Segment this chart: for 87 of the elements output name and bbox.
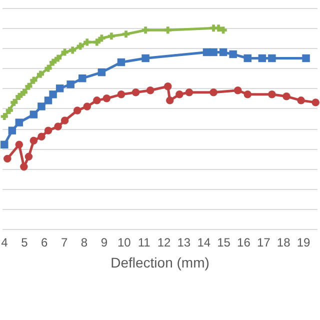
point (210, 48, 218, 56)
point (50, 58, 57, 66)
point (66, 80, 74, 88)
point (15, 140, 24, 148)
point (8, 126, 16, 134)
point (210, 88, 218, 96)
point (0, 112, 8, 120)
point (164, 26, 172, 34)
point (6, 106, 13, 114)
point (117, 58, 126, 66)
x-tick-label: 13 (177, 236, 191, 250)
point (10, 98, 18, 106)
point (16, 92, 23, 100)
x-tick-label: 18 (276, 236, 291, 250)
point (38, 102, 46, 110)
point (258, 54, 266, 62)
point (56, 84, 64, 92)
point (44, 96, 52, 104)
point (176, 90, 184, 98)
point (98, 34, 106, 42)
point (282, 92, 290, 100)
x-tick-label: 11 (138, 236, 151, 250)
x-tick-label: 16 (237, 236, 251, 250)
point (54, 54, 62, 62)
x-tick-label: 8 (80, 236, 88, 250)
point (297, 96, 305, 104)
x-tick-label: 17 (256, 236, 271, 250)
point (244, 54, 252, 62)
x-tick-label: 15 (217, 236, 231, 250)
point (73, 106, 82, 114)
point (117, 90, 126, 98)
x-tick-label: 5 (21, 236, 28, 250)
point (38, 132, 46, 140)
point (83, 102, 92, 110)
point (214, 24, 222, 32)
point (20, 88, 28, 96)
point (20, 162, 28, 171)
point (234, 86, 242, 94)
point (24, 152, 33, 161)
point (142, 26, 150, 34)
point (268, 54, 276, 62)
point (44, 126, 52, 134)
point (146, 86, 154, 94)
point (229, 50, 237, 58)
point (220, 26, 227, 34)
point (102, 94, 111, 102)
point (49, 90, 57, 98)
point (132, 88, 140, 96)
point (312, 98, 320, 106)
point (84, 38, 91, 46)
x-axis-title: Deflection (mm) (110, 254, 210, 270)
point (93, 96, 101, 104)
x-tick-label: 10 (117, 236, 132, 250)
point (108, 32, 115, 40)
x-tick-label: 12 (157, 236, 171, 250)
point (54, 122, 62, 130)
point (0, 140, 8, 148)
point (30, 110, 38, 118)
point (244, 90, 252, 98)
x-tick-label: 19 (296, 236, 311, 250)
point (98, 68, 106, 76)
x-tick-label: 6 (41, 236, 48, 250)
x-tick-label: 7 (60, 236, 68, 250)
point (142, 54, 150, 62)
point (76, 42, 84, 50)
point (164, 82, 172, 90)
point (15, 118, 24, 126)
point (25, 82, 32, 90)
point (93, 38, 100, 46)
point (268, 90, 276, 98)
point (302, 54, 310, 62)
point (60, 116, 69, 124)
point (122, 30, 130, 38)
point (78, 74, 86, 82)
point (30, 76, 38, 84)
point (166, 96, 174, 104)
point (61, 48, 68, 56)
point (36, 70, 44, 78)
point (219, 48, 228, 56)
x-tick-label: 14 (197, 236, 211, 250)
x-tick-label: 9 (100, 236, 108, 250)
point (185, 88, 194, 96)
x-tick-label: 4 (1, 236, 8, 250)
point (69, 46, 76, 54)
point (44, 64, 52, 72)
point (30, 136, 38, 144)
point (4, 154, 12, 163)
